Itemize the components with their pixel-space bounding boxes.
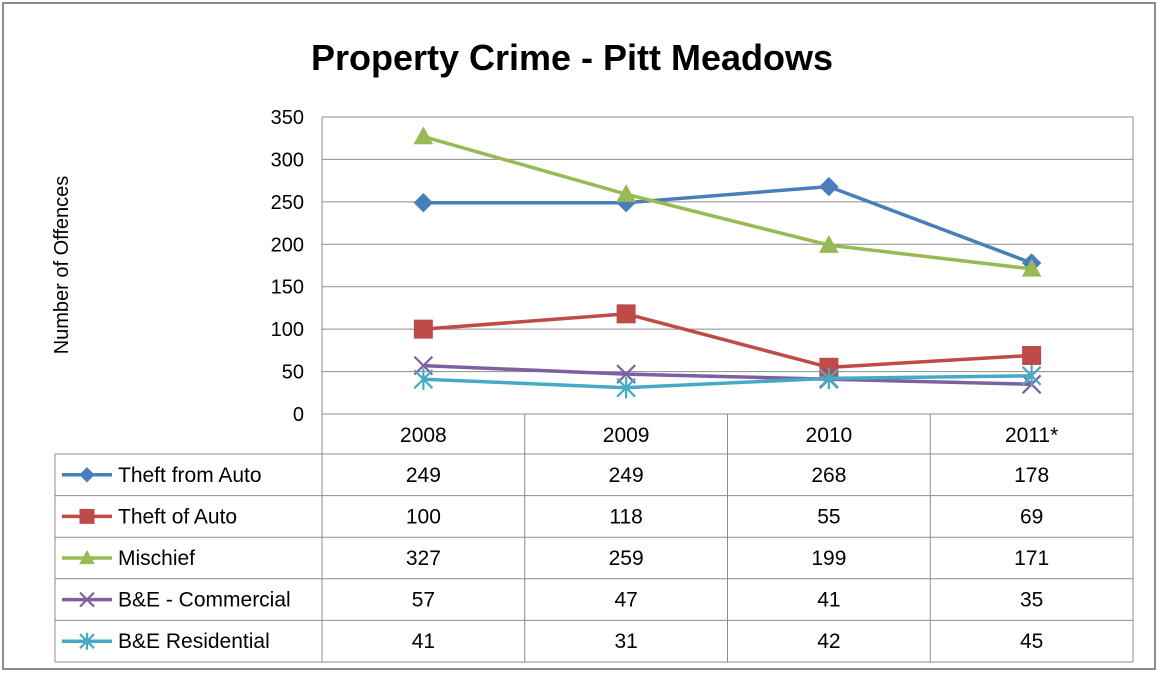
data-label: 100 bbox=[406, 505, 441, 528]
data-label: 41 bbox=[817, 589, 840, 612]
data-point bbox=[413, 192, 434, 213]
legend-series-name: Mischief bbox=[118, 547, 195, 570]
data-point bbox=[413, 355, 434, 376]
legend-series-name: Theft of Auto bbox=[118, 505, 237, 528]
legend-key-marker bbox=[79, 591, 95, 608]
series-line bbox=[423, 312, 1032, 370]
data-label: 199 bbox=[811, 547, 846, 570]
data-point bbox=[1021, 258, 1042, 277]
y-tick-label: 200 bbox=[271, 234, 304, 256]
y-tick-label: 50 bbox=[282, 362, 304, 384]
data-point bbox=[616, 364, 636, 384]
series-2 bbox=[413, 126, 1042, 277]
data-label: 327 bbox=[406, 547, 441, 570]
data-label: 259 bbox=[609, 547, 644, 570]
legend-series-name: B&E - Commercial bbox=[118, 589, 291, 612]
series-4 bbox=[413, 365, 1042, 399]
data-point bbox=[616, 376, 636, 399]
y-tick-label: 150 bbox=[271, 277, 304, 299]
data-label: 45 bbox=[1020, 630, 1043, 653]
y-tick-label: 0 bbox=[293, 404, 304, 426]
data-label: 69 bbox=[1020, 505, 1043, 528]
data-label: 31 bbox=[614, 630, 637, 653]
data-point bbox=[413, 319, 433, 339]
data-point bbox=[616, 304, 636, 324]
y-tick-label: 100 bbox=[271, 319, 304, 341]
y-tick-label: 250 bbox=[271, 192, 304, 214]
data-label: 249 bbox=[609, 464, 644, 487]
data-point bbox=[1021, 365, 1042, 387]
data-point bbox=[819, 235, 839, 253]
y-axis-ticks: 0 50 100 150 200 250 300 350 bbox=[271, 107, 304, 426]
x-tick-label: 2010 bbox=[806, 424, 853, 447]
legend-key-marker bbox=[79, 508, 95, 524]
legend-series-name: Theft from Auto bbox=[118, 464, 262, 487]
data-label: 41 bbox=[412, 630, 435, 653]
data-label: 268 bbox=[811, 464, 846, 487]
legend-key-marker bbox=[79, 467, 95, 483]
series-1 bbox=[413, 304, 1042, 377]
data-label: 42 bbox=[817, 630, 840, 653]
data-point bbox=[616, 184, 636, 202]
data-label: 55 bbox=[817, 505, 840, 528]
series-lines bbox=[413, 126, 1042, 399]
data-point bbox=[413, 368, 434, 391]
data-label: 35 bbox=[1020, 589, 1043, 612]
series-line bbox=[423, 184, 1033, 265]
data-point bbox=[413, 126, 434, 145]
y-tick-label: 300 bbox=[271, 149, 304, 171]
data-label: 249 bbox=[406, 464, 441, 487]
data-label: 47 bbox=[614, 589, 637, 612]
data-point bbox=[819, 176, 839, 197]
series-line bbox=[423, 374, 1032, 390]
series-line bbox=[423, 363, 1032, 387]
data-label: 171 bbox=[1014, 547, 1049, 570]
y-axis-label: Number of Offences bbox=[51, 176, 73, 355]
legend-series-name: B&E Residential bbox=[118, 630, 270, 653]
x-tick-label: 2011* bbox=[1005, 424, 1058, 447]
series-line bbox=[422, 134, 1032, 271]
y-tick-label: 350 bbox=[271, 107, 304, 129]
x-tick-label: 2008 bbox=[400, 424, 447, 447]
data-label: 118 bbox=[609, 505, 642, 528]
legend-key-marker bbox=[79, 632, 95, 650]
data-point bbox=[1022, 345, 1042, 365]
data-label: 57 bbox=[412, 589, 435, 612]
chart-title: Property Crime - Pitt Meadows bbox=[311, 37, 833, 78]
x-tick-label: 2009 bbox=[603, 424, 650, 447]
data-point bbox=[819, 367, 839, 390]
data-label: 178 bbox=[1014, 464, 1049, 487]
legend-key-marker bbox=[79, 549, 95, 565]
data-table: 2008 2009 2010 2011* Theft from Auto 249 249 26… bbox=[54, 414, 1133, 663]
